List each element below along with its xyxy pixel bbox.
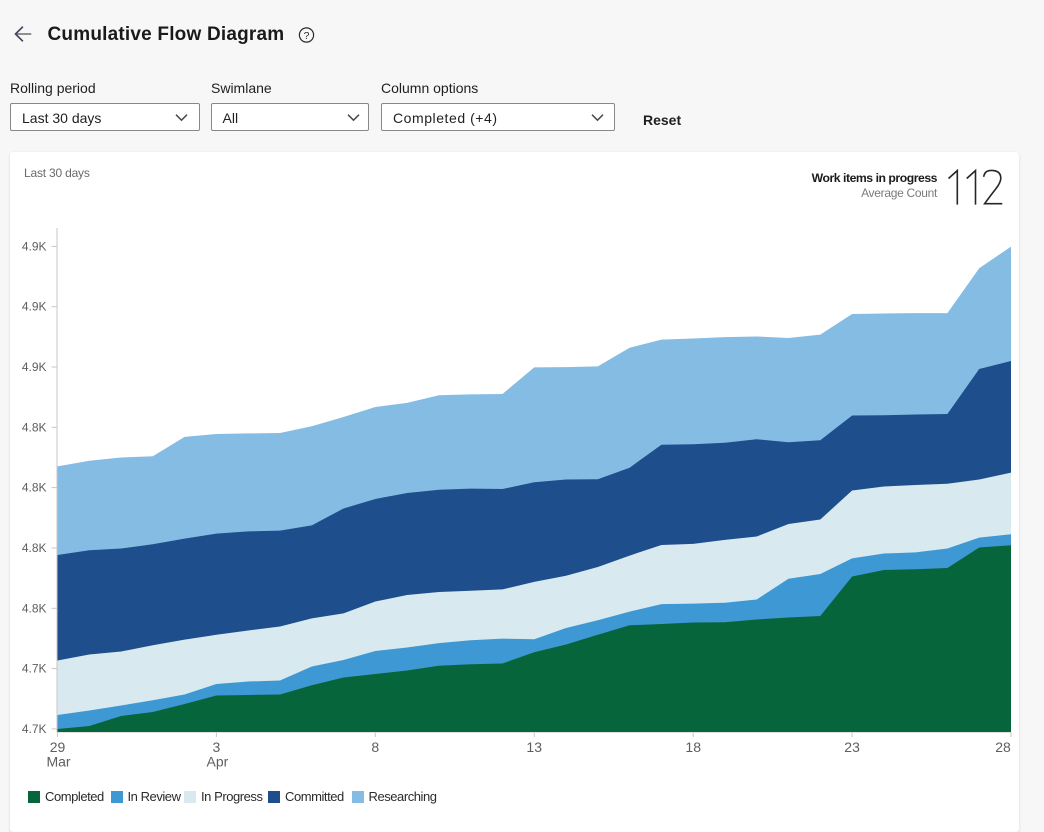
svg-text:29: 29 [50,739,66,755]
svg-text:4.9K: 4.9K [22,360,47,374]
svg-text:4.7K: 4.7K [22,662,47,676]
svg-text:Mar: Mar [46,754,70,770]
svg-text:Apr: Apr [207,754,229,770]
svg-text:4.8K: 4.8K [22,481,47,495]
svg-text:4.8K: 4.8K [22,601,47,615]
svg-text:28: 28 [995,739,1011,755]
svg-text:23: 23 [844,739,860,755]
svg-text:3: 3 [213,739,221,755]
svg-text:13: 13 [526,739,542,755]
svg-text:18: 18 [685,739,701,755]
svg-text:4.9K: 4.9K [22,239,47,253]
svg-text:4.8K: 4.8K [22,541,47,555]
svg-text:8: 8 [371,739,379,755]
svg-text:4.7K: 4.7K [22,722,47,736]
svg-text:4.9K: 4.9K [22,300,47,314]
svg-text:4.8K: 4.8K [22,420,47,434]
svg-text:?: ? [304,30,310,42]
